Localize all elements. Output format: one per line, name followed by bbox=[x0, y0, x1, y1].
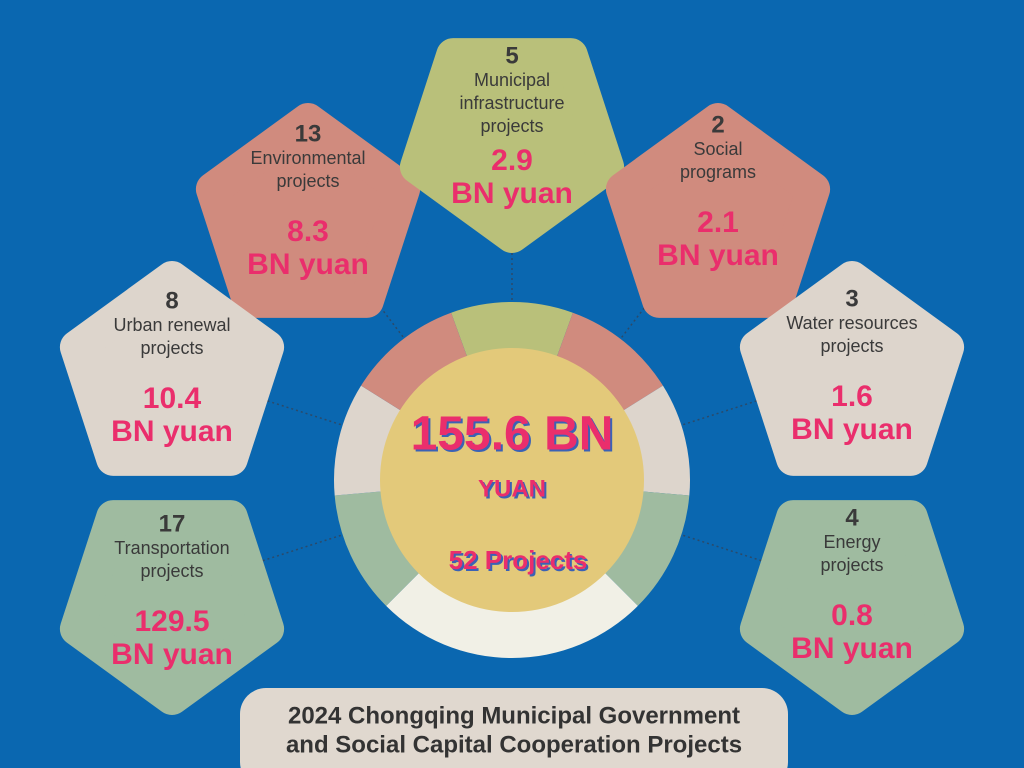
category-label: Environmental bbox=[250, 148, 365, 168]
pentagon bbox=[59, 261, 285, 476]
category-label: Urban renewal bbox=[113, 315, 230, 335]
project-count: 8 bbox=[165, 287, 178, 314]
investment-unit: BN yuan bbox=[451, 177, 573, 210]
investment-unit: BN yuan bbox=[657, 239, 779, 272]
category-label: projects bbox=[820, 555, 883, 575]
investment-unit: BN yuan bbox=[791, 413, 913, 446]
category-label: projects bbox=[820, 336, 883, 356]
title-box bbox=[240, 688, 788, 768]
investment-value: 129.5 bbox=[134, 605, 209, 638]
ring-segment bbox=[451, 302, 573, 358]
project-count: 13 bbox=[295, 120, 322, 147]
category-label: Transportation bbox=[114, 538, 229, 558]
pentagon bbox=[739, 261, 965, 476]
center-unit: YUAN bbox=[478, 475, 546, 502]
ring-segment bbox=[556, 312, 663, 412]
ring-segment bbox=[334, 385, 402, 496]
ring-segment bbox=[622, 385, 690, 496]
investment-value: 2.1 bbox=[697, 206, 739, 239]
investment-value: 2.9 bbox=[491, 144, 533, 177]
category-label: projects bbox=[480, 116, 543, 136]
investment-value: 8.3 bbox=[287, 215, 329, 248]
investment-unit: BN yuan bbox=[247, 248, 369, 281]
ring-segment bbox=[334, 491, 421, 606]
center-circle bbox=[380, 348, 644, 612]
pentagon bbox=[59, 500, 285, 715]
investment-unit: BN yuan bbox=[111, 638, 233, 671]
center-projects: 52 Projects bbox=[449, 545, 588, 575]
donut-ring bbox=[334, 302, 690, 659]
category-label: projects bbox=[276, 171, 339, 191]
pentagon bbox=[739, 500, 965, 715]
project-count: 5 bbox=[505, 42, 518, 69]
category-label: Water resources bbox=[786, 313, 917, 333]
investment-value: 10.4 bbox=[143, 382, 202, 415]
category-label: projects bbox=[140, 338, 203, 358]
investment-unit: BN yuan bbox=[791, 632, 913, 665]
ring-segment bbox=[361, 312, 468, 412]
project-count: 4 bbox=[845, 504, 859, 531]
category-label: programs bbox=[680, 162, 756, 182]
project-count: 3 bbox=[845, 285, 858, 312]
pentagon bbox=[605, 103, 831, 318]
category-label: Municipal bbox=[474, 70, 550, 90]
project-count: 2 bbox=[711, 111, 724, 138]
category-label: Social bbox=[693, 139, 742, 159]
ring-segment bbox=[386, 571, 638, 659]
ring-segment bbox=[603, 491, 690, 606]
investment-value: 0.8 bbox=[831, 599, 873, 632]
investment-unit: BN yuan bbox=[111, 415, 233, 448]
category-label: projects bbox=[140, 561, 203, 581]
project-count: 17 bbox=[159, 510, 186, 537]
category-label: infrastructure bbox=[459, 93, 564, 113]
pentagon bbox=[399, 38, 625, 253]
title-line: and Social Capital Cooperation Projects bbox=[286, 731, 742, 758]
title-line: 2024 Chongqing Municipal Government bbox=[288, 702, 740, 729]
investment-value: 1.6 bbox=[831, 380, 873, 413]
pentagon bbox=[195, 103, 421, 318]
center-amount: 155.6 BN bbox=[411, 408, 614, 461]
category-label: Energy bbox=[823, 532, 880, 552]
